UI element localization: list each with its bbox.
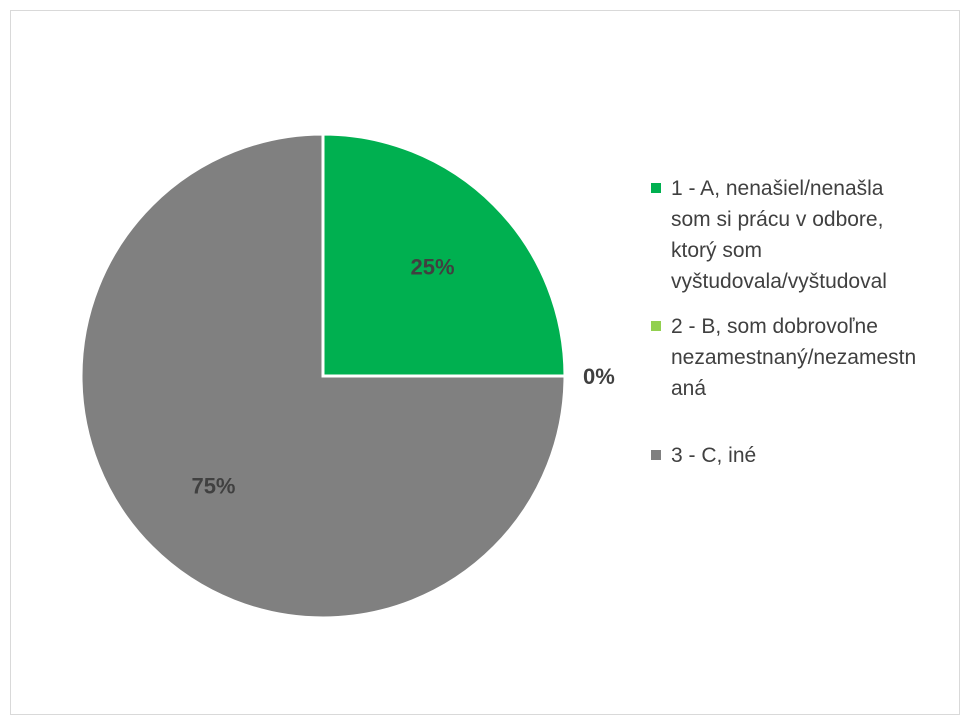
legend-swatch-1 (651, 183, 661, 193)
legend-item-3: 3 - C, iné (651, 440, 951, 471)
legend-label-1-line-3: ktorý som (671, 239, 763, 262)
pie-slice-1 (321, 132, 567, 378)
chart-area: 25% 0% 75% 1 - A, nenašiel/nenašla som si … (10, 10, 960, 715)
legend-swatch-3 (651, 450, 661, 460)
legend-label-2-line-2: nezamestnaný/nezamestn (671, 346, 917, 369)
pie-slice-3 (79, 132, 567, 620)
legend-swatch-2 (651, 321, 661, 331)
legend-label-1-line-2: som si prácu v odbore, (671, 208, 884, 231)
legend-label-1-line-1: 1 - A, nenašiel/nenašla (671, 177, 884, 200)
pie-chart: 25% 0% 75% (79, 132, 615, 620)
legend-item-1: 1 - A, nenašiel/nenašla som si prácu v o… (651, 173, 951, 297)
legend-label-2-line-1: 2 - B, som dobrovoľne (671, 315, 878, 338)
data-label-2: 0% (583, 364, 615, 389)
data-label-3: 75% (191, 474, 235, 499)
legend-label-3-line-1: 3 - C, iné (671, 444, 757, 467)
legend-label-1-line-4: vyštudovala/vyštudoval (671, 270, 887, 293)
legend-label-2-line-3: aná (671, 377, 707, 400)
data-label-1: 25% (410, 254, 454, 279)
legend: 1 - A, nenašiel/nenašla som si prácu v o… (651, 173, 951, 471)
legend-item-2: 2 - B, som dobrovoľne nezamestnaný/nezam… (651, 311, 951, 404)
